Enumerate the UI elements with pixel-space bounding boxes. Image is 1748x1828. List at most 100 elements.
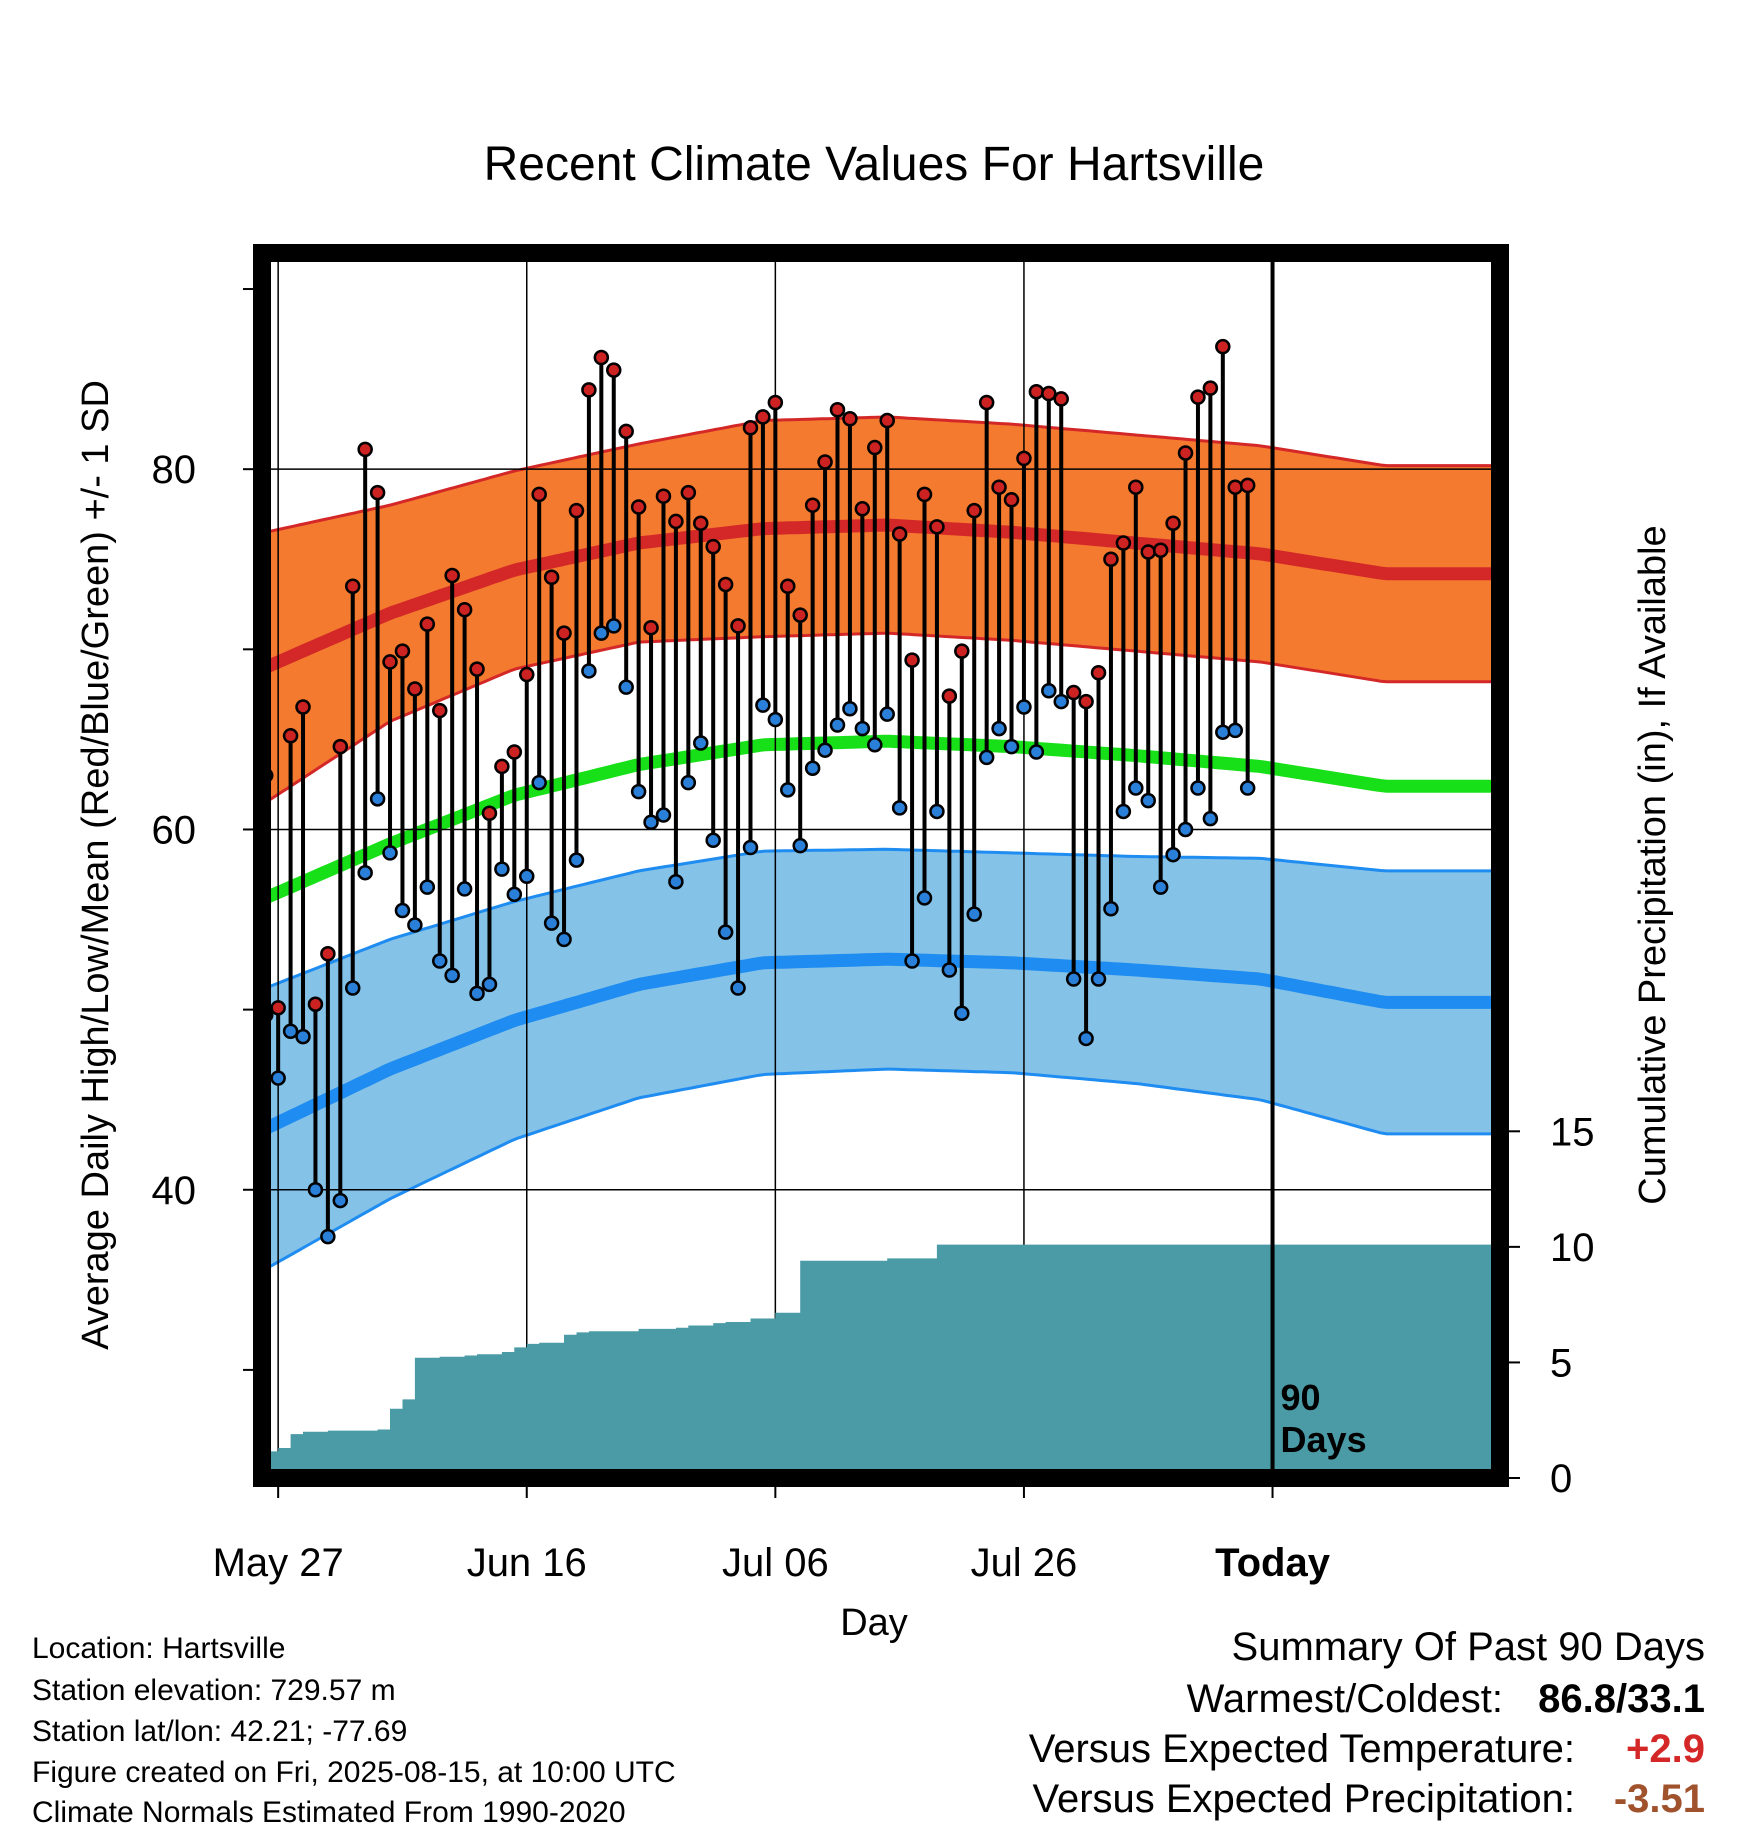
- low-temp-marker: [369, 791, 386, 807]
- high-temp-marker: [543, 569, 560, 586]
- high-temp-marker: [419, 616, 436, 632]
- low-temp-marker: [941, 962, 958, 978]
- low-temp-marker: [829, 717, 846, 733]
- summary-precip-label: Versus Expected Precipitation:: [1032, 1777, 1575, 1821]
- low-temp-marker: [222, 1183, 235, 1196]
- high-temp-marker: [494, 758, 510, 775]
- high-temp-marker: [344, 578, 361, 595]
- high-temp-marker: [1177, 445, 1194, 461]
- low-temp-marker: [1090, 971, 1107, 987]
- low-temp-marker: [282, 1023, 299, 1039]
- low-temp-marker: [904, 953, 920, 969]
- low-temp-marker: [344, 980, 361, 996]
- high-temp-marker: [1140, 544, 1156, 560]
- low-temp-marker: [1115, 803, 1132, 820]
- high-temp-marker: [829, 401, 846, 418]
- low-temp-marker: [978, 749, 995, 766]
- low-temp-marker: [431, 953, 448, 969]
- high-temp-marker: [481, 805, 498, 822]
- low-temp-marker: [543, 915, 560, 931]
- high-temp-marker: [916, 486, 933, 503]
- high-temp-marker: [630, 499, 647, 515]
- high-temp-marker: [1128, 479, 1144, 495]
- x-axis-ticks: May 27 Jun 16 Jul 06 Jul 26 Today: [213, 1487, 1331, 1585]
- low-temp-marker: [630, 783, 647, 800]
- footer-elevation: Station elevation: 729.57 m: [32, 1674, 396, 1707]
- high-temp-marker: [160, 920, 173, 933]
- low-temp-marker: [991, 720, 1007, 737]
- low-temp-marker: [1190, 780, 1206, 796]
- high-temp-marker: [817, 454, 833, 470]
- high-temp-marker: [135, 628, 148, 641]
- today-marker-label-days: 90: [1281, 1377, 1321, 1418]
- x-tick-label: Jul 06: [722, 1541, 829, 1585]
- low-temp-marker: [320, 1228, 336, 1245]
- low-temp-marker: [1177, 821, 1194, 838]
- high-temp-marker: [717, 576, 734, 593]
- high-temp-marker: [618, 423, 634, 440]
- low-temp-marker: [1227, 722, 1243, 739]
- low-temp-marker: [295, 1028, 311, 1045]
- high-temp-marker: [1215, 338, 1231, 355]
- low-temp-marker: [556, 931, 572, 948]
- low-temp-marker: [780, 782, 796, 798]
- low-temp-marker: [655, 807, 672, 823]
- high-temp-marker: [282, 728, 299, 744]
- high-temp-marker: [730, 618, 746, 634]
- high-temp-marker: [295, 699, 311, 715]
- low-temp-marker: [444, 967, 460, 984]
- high-temp-marker: [1227, 479, 1243, 495]
- high-temp-marker: [394, 643, 411, 659]
- high-temp-marker: [519, 666, 535, 683]
- high-temp-marker: [234, 908, 247, 921]
- summary-warmest-coldest-label: Warmest/Coldest:: [1187, 1677, 1503, 1721]
- low-temp-marker: [481, 976, 498, 993]
- high-temp-marker: [593, 349, 610, 366]
- low-temp-marker: [1028, 744, 1045, 760]
- daily-range-stems: [263, 346, 1250, 1237]
- high-temp-marker: [1028, 383, 1045, 400]
- low-temp-marker: [419, 879, 436, 895]
- high-temp-marker: [1016, 450, 1032, 467]
- high-temp-marker: [1115, 535, 1132, 551]
- x-tick-label: Jun 16: [467, 1541, 587, 1585]
- footer-normals: Climate Normals Estimated From 1990-2020: [32, 1796, 626, 1828]
- summary-panel: Summary Of Past 90 Days Warmest/Coldest:…: [1029, 1625, 1705, 1821]
- low-temp-marker: [1078, 1030, 1094, 1047]
- low-temp-marker: [606, 618, 622, 634]
- low-temp-marker: [394, 902, 411, 919]
- low-temp-marker: [842, 701, 858, 717]
- x-tick-label: Jul 26: [971, 1541, 1078, 1585]
- high-temp-marker: [693, 515, 709, 531]
- high-temp-marker: [1239, 477, 1256, 494]
- high-temp-marker: [1041, 385, 1057, 402]
- high-temp-marker: [742, 419, 759, 436]
- low-temp-marker: [618, 679, 634, 695]
- low-temp-marker: [668, 873, 684, 890]
- low-temp-marker: [680, 774, 697, 791]
- high-temp-marker: [891, 526, 908, 542]
- high-temp-marker: [531, 486, 547, 503]
- plot-frame: [253, 244, 1509, 1487]
- low-temp-marker: [966, 906, 982, 922]
- x-tick-label-today: Today: [1215, 1541, 1331, 1585]
- high-temp-marker: [456, 601, 473, 618]
- summary-temp-label: Versus Expected Temperature:: [1029, 1727, 1575, 1771]
- high-temp-marker: [469, 661, 485, 677]
- low-temp-marker: [792, 837, 808, 854]
- low-temp-marker: [407, 917, 423, 933]
- low-temp-marker: [531, 774, 547, 791]
- high-temp-marker: [222, 1064, 235, 1077]
- high-temp-marker: [407, 681, 423, 697]
- low-temp-marker: [1003, 738, 1020, 755]
- high-temp-marker: [606, 362, 622, 378]
- high-temp-marker: [307, 996, 324, 1012]
- high-temp-marker: [1065, 684, 1082, 701]
- precip-area: [262, 1244, 1497, 1478]
- y-axis-label: Average Daily High/Low/Mean (Red/Blue/Gr…: [75, 380, 117, 1350]
- plot-area: [135, 253, 1500, 1478]
- high-temp-marker: [705, 538, 721, 555]
- low-temp-marker: [929, 803, 945, 820]
- low-temp-marker: [879, 706, 895, 722]
